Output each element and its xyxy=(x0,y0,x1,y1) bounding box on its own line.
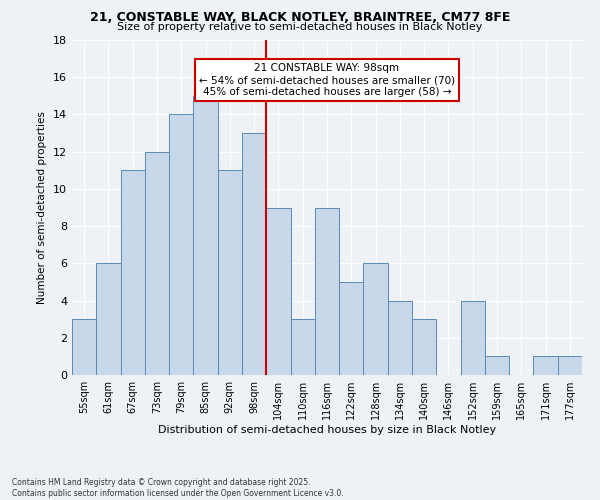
Bar xyxy=(242,133,266,375)
Bar xyxy=(558,356,582,375)
Bar xyxy=(145,152,169,375)
Text: 21 CONSTABLE WAY: 98sqm
← 54% of semi-detached houses are smaller (70)
45% of se: 21 CONSTABLE WAY: 98sqm ← 54% of semi-de… xyxy=(199,64,455,96)
Bar xyxy=(290,319,315,375)
Bar xyxy=(193,96,218,375)
Bar xyxy=(339,282,364,375)
Text: Contains HM Land Registry data © Crown copyright and database right 2025.
Contai: Contains HM Land Registry data © Crown c… xyxy=(12,478,344,498)
Bar xyxy=(412,319,436,375)
Bar xyxy=(96,264,121,375)
Bar xyxy=(121,170,145,375)
Bar xyxy=(533,356,558,375)
Text: Size of property relative to semi-detached houses in Black Notley: Size of property relative to semi-detach… xyxy=(118,22,482,32)
Bar xyxy=(218,170,242,375)
Bar xyxy=(461,300,485,375)
Bar xyxy=(388,300,412,375)
Bar xyxy=(485,356,509,375)
Bar xyxy=(169,114,193,375)
Y-axis label: Number of semi-detached properties: Number of semi-detached properties xyxy=(37,111,47,304)
Bar xyxy=(72,319,96,375)
Bar xyxy=(364,264,388,375)
X-axis label: Distribution of semi-detached houses by size in Black Notley: Distribution of semi-detached houses by … xyxy=(158,425,496,435)
Text: 21, CONSTABLE WAY, BLACK NOTLEY, BRAINTREE, CM77 8FE: 21, CONSTABLE WAY, BLACK NOTLEY, BRAINTR… xyxy=(90,11,510,24)
Bar xyxy=(315,208,339,375)
Bar xyxy=(266,208,290,375)
